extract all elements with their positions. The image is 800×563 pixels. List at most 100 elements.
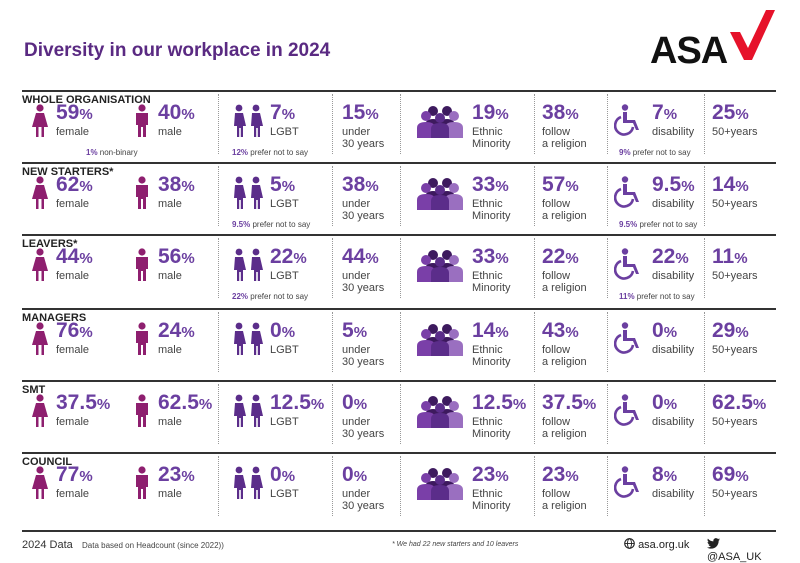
over-50-stat: 62.5% 50+years xyxy=(712,391,767,429)
disability-stat: 22% disability xyxy=(652,245,695,283)
column-divider xyxy=(218,384,220,444)
lgbt-stat: 5% LGBT xyxy=(270,173,299,211)
website-link[interactable]: asa.org.uk xyxy=(624,538,689,551)
under-30-stat: 44% under 30 years xyxy=(342,245,385,295)
religion-stat: 38% follow a religion xyxy=(542,101,587,151)
column-divider xyxy=(704,312,706,372)
tick-icon xyxy=(730,10,775,60)
female-stat: 62% female xyxy=(56,173,93,211)
column-divider xyxy=(218,166,220,226)
male-icon xyxy=(132,322,152,361)
column-divider xyxy=(704,94,706,154)
section-row: WHOLE ORGANISATION 59% female 40% male 1% non… xyxy=(22,90,776,162)
lgbt-note: 22% prefer not to say xyxy=(232,292,309,301)
column-divider xyxy=(218,94,220,154)
over-50-stat: 14% 50+years xyxy=(712,173,758,211)
footer-subtext: Data based on Headcount (since 2022)) xyxy=(82,541,224,550)
asa-logo: ASA xyxy=(650,8,776,72)
wheelchair-icon xyxy=(613,394,644,431)
male-stat: 62.5% male xyxy=(158,391,213,429)
column-divider xyxy=(607,456,609,516)
female-icon xyxy=(30,394,50,433)
column-divider xyxy=(607,94,609,154)
section-label: NEW STARTERS* xyxy=(22,166,114,178)
page-title: Diversity in our workplace in 2024 xyxy=(24,40,331,61)
lgbt-stat: 7% LGBT xyxy=(270,101,299,139)
disability-note: 9% prefer not to say xyxy=(619,148,691,157)
male-icon xyxy=(132,466,152,505)
column-divider xyxy=(332,94,334,154)
female-stat: 76% female xyxy=(56,319,93,357)
ethnic-group-icon xyxy=(416,322,466,361)
lgbt-people-icon xyxy=(232,322,266,361)
ethnic-group-icon xyxy=(416,248,466,287)
religion-stat: 57% follow a religion xyxy=(542,173,587,223)
disability-note: 11% prefer not to say xyxy=(619,292,695,301)
religion-stat: 23% follow a religion xyxy=(542,463,587,513)
female-icon xyxy=(30,322,50,361)
male-icon xyxy=(132,104,152,143)
logo-text: ASA xyxy=(650,30,728,72)
under-30-stat: 15% under 30 years xyxy=(342,101,385,151)
website-text: asa.org.uk xyxy=(638,539,690,551)
female-icon xyxy=(30,176,50,215)
lgbt-people-icon xyxy=(232,394,266,433)
gender-note: 1% non-binary xyxy=(86,148,138,157)
male-icon xyxy=(132,176,152,215)
column-divider xyxy=(534,312,536,372)
twitter-text: @ASA_UK xyxy=(707,551,762,563)
ethnic-group-icon xyxy=(416,176,466,215)
over-50-stat: 29% 50+years xyxy=(712,319,758,357)
section-label: SMT xyxy=(22,384,46,396)
column-divider xyxy=(704,456,706,516)
male-icon xyxy=(132,394,152,433)
column-divider xyxy=(704,166,706,226)
column-divider xyxy=(332,312,334,372)
column-divider xyxy=(400,312,402,372)
religion-stat: 22% follow a religion xyxy=(542,245,587,295)
disability-stat: 0% disability xyxy=(652,319,695,357)
female-stat: 44% female xyxy=(56,245,93,283)
lgbt-stat: 12.5% LGBT xyxy=(270,391,325,429)
lgbt-people-icon xyxy=(232,466,266,505)
lgbt-people-icon xyxy=(232,104,266,143)
section-row: NEW STARTERS* 62% female 38% male 5% LGBT 9.5% … xyxy=(22,162,776,234)
over-50-stat: 69% 50+years xyxy=(712,463,758,501)
footer-note: * We had 22 new starters and 10 leavers xyxy=(392,541,519,548)
disability-stat: 7% disability xyxy=(652,101,695,139)
column-divider xyxy=(534,456,536,516)
disability-stat: 9.5% disability xyxy=(652,173,695,211)
section-label: LEAVERS* xyxy=(22,238,78,250)
column-divider xyxy=(218,238,220,298)
ethnic-minority-stat: 19% Ethnic Minority xyxy=(472,101,511,151)
female-stat: 77% female xyxy=(56,463,93,501)
column-divider xyxy=(332,166,334,226)
column-divider xyxy=(400,94,402,154)
female-stat: 59% female xyxy=(56,101,93,139)
ethnic-minority-stat: 23% Ethnic Minority xyxy=(472,463,511,513)
ethnic-minority-stat: 12.5% Ethnic Minority xyxy=(472,391,527,441)
column-divider xyxy=(607,384,609,444)
column-divider xyxy=(400,384,402,444)
religion-stat: 43% follow a religion xyxy=(542,319,587,369)
column-divider xyxy=(218,312,220,372)
under-30-stat: 38% under 30 years xyxy=(342,173,385,223)
under-30-stat: 5% under 30 years xyxy=(342,319,385,369)
female-icon xyxy=(30,466,50,505)
section-row: MANAGERS 76% female 24% male 0% LGBT 5% under 30 … xyxy=(22,308,776,380)
twitter-link[interactable]: @ASA_UK xyxy=(707,538,776,563)
column-divider xyxy=(534,166,536,226)
section-row: COUNCIL 77% female 23% male 0% LGBT 0% under 30 y… xyxy=(22,452,776,524)
footer: 2024 Data Data based on Headcount (since… xyxy=(22,530,776,563)
column-divider xyxy=(607,238,609,298)
over-50-stat: 11% 50+years xyxy=(712,245,758,283)
ethnic-minority-stat: 33% Ethnic Minority xyxy=(472,173,511,223)
column-divider xyxy=(704,384,706,444)
column-divider xyxy=(332,456,334,516)
male-stat: 38% male xyxy=(158,173,195,211)
disability-note: 9.5% prefer not to say xyxy=(619,220,698,229)
female-icon xyxy=(30,248,50,287)
lgbt-note: 12% prefer not to say xyxy=(232,148,309,157)
column-divider xyxy=(400,456,402,516)
female-icon xyxy=(30,104,50,143)
